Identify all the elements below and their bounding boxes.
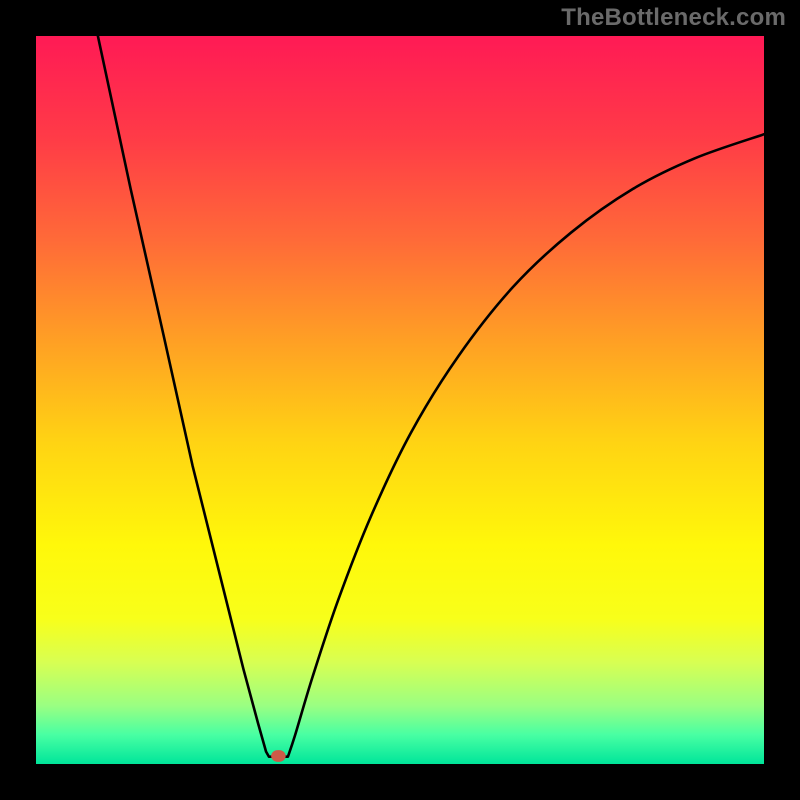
stage: TheBottleneck.com <box>0 0 800 800</box>
plot-area <box>36 36 764 764</box>
optimum-marker <box>271 750 286 762</box>
watermark-text: TheBottleneck.com <box>561 4 786 32</box>
chart-background <box>36 36 764 764</box>
chart-svg <box>36 36 764 764</box>
